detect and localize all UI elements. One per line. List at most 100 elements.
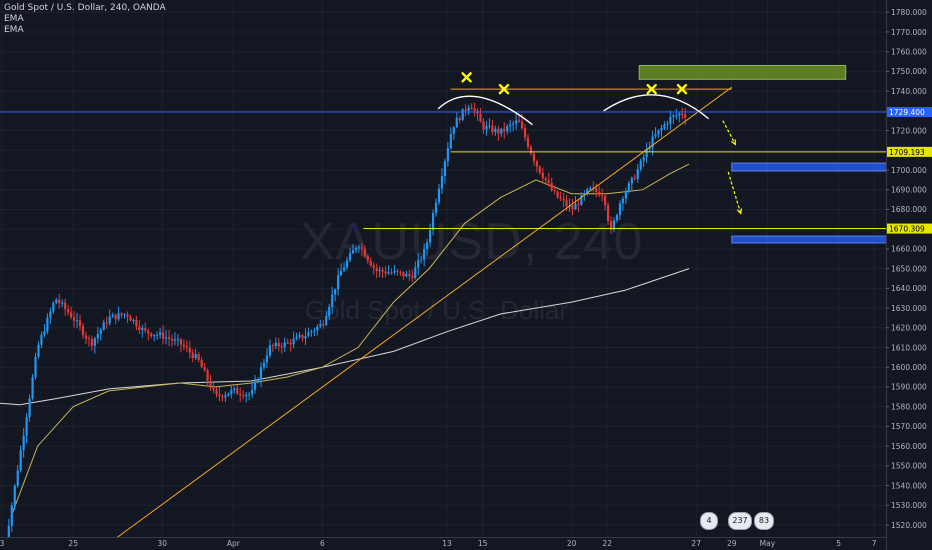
event-badge[interactable]: 4	[700, 512, 718, 530]
candle-body	[678, 113, 681, 116]
event-badge[interactable]: 83	[754, 512, 774, 530]
candle-body	[337, 275, 340, 290]
candle-body	[443, 161, 447, 177]
peak-marker	[646, 83, 657, 95]
candle-body	[7, 525, 10, 543]
candle-body	[304, 336, 307, 339]
candle-body	[684, 114, 687, 118]
y-tick-label: 1720.000	[891, 126, 927, 135]
candle-body	[150, 333, 153, 337]
projection-arrowhead	[730, 139, 737, 146]
candle-body	[108, 316, 111, 324]
y-tick-label: 1630.000	[891, 304, 927, 313]
candle-body	[147, 330, 150, 334]
candle-body	[345, 260, 349, 268]
candle-body	[351, 250, 355, 254]
candle-body	[464, 109, 467, 111]
candle-body	[61, 302, 64, 304]
x-tick-label: Apr	[227, 539, 241, 548]
candle-body	[399, 271, 402, 273]
candle-body	[506, 126, 509, 132]
candle-body	[348, 253, 352, 261]
y-tick-label: 1700.000	[891, 166, 927, 175]
candle-body	[523, 128, 527, 138]
candle-body	[37, 344, 40, 357]
candle-body	[170, 338, 174, 341]
candle-body	[167, 337, 171, 339]
candle-body	[84, 335, 88, 339]
candle-body	[606, 205, 610, 221]
candle-body	[325, 316, 328, 325]
x-tick-label: 30	[157, 539, 167, 548]
x-tick-label: 27	[691, 539, 701, 548]
candle-body	[461, 109, 464, 121]
event-badge[interactable]: 237	[728, 512, 752, 530]
candle-body	[437, 188, 441, 203]
candle-body	[182, 344, 185, 347]
candle-body	[90, 338, 93, 346]
candle-body	[239, 393, 242, 395]
candle-body	[70, 312, 73, 318]
y-tick-label: 1560.000	[891, 442, 927, 451]
candle-body	[81, 326, 85, 336]
candle-body	[408, 273, 411, 277]
candle-body	[366, 256, 369, 261]
x-tick-label: May	[760, 539, 776, 548]
candle-body	[49, 311, 52, 318]
candle-body	[654, 134, 657, 137]
candle-body	[111, 314, 114, 317]
candle-body	[354, 248, 358, 251]
candle-body	[253, 381, 257, 390]
candle-body	[173, 339, 177, 341]
candle-body	[580, 195, 583, 205]
candle-body	[194, 354, 197, 358]
candle-body	[212, 388, 215, 390]
candle-body	[452, 127, 455, 134]
candle-body	[25, 417, 28, 436]
candle-body	[236, 388, 239, 394]
candle-body	[102, 322, 105, 330]
y-tick-label: 1520.000	[891, 521, 927, 530]
candle-body	[571, 205, 574, 210]
candle-body	[99, 329, 102, 335]
candle-body	[188, 347, 191, 353]
candle-body	[209, 380, 212, 389]
candle-body	[612, 220, 616, 230]
candle-body	[31, 377, 34, 399]
candle-body	[494, 128, 497, 133]
x-tick-label: 7	[872, 539, 877, 548]
candle-body	[197, 354, 200, 360]
candle-body	[292, 338, 295, 345]
candle-body	[375, 267, 378, 271]
candle-body	[621, 198, 625, 204]
candle-body	[319, 324, 322, 327]
candle-body	[497, 128, 500, 134]
candle-body	[87, 338, 91, 340]
y-tick-label: 1680.000	[891, 205, 927, 214]
candle-body	[242, 394, 245, 397]
candle-body	[19, 450, 22, 471]
chart-legend: Gold Spot / U.S. Dollar, 240, OANDA EMA …	[4, 3, 166, 36]
candle-body	[583, 193, 586, 196]
candle-body	[577, 203, 580, 205]
candle-body	[378, 269, 381, 271]
shoulder-arc	[603, 94, 710, 120]
indicator-ema-fast[interactable]: EMA	[4, 14, 24, 24]
candle-body	[449, 133, 452, 149]
indicator-ema-slow[interactable]: EMA	[4, 25, 24, 35]
candle-body	[520, 121, 524, 129]
y-tick-label: 1550.000	[891, 462, 927, 471]
x-tick-label: 29	[727, 539, 737, 548]
ascending-trendline	[99, 86, 733, 550]
symbol-title[interactable]: Gold Spot / U.S. Dollar, 240, OANDA	[4, 3, 166, 13]
candle-body	[396, 270, 399, 272]
candle-body	[75, 320, 79, 322]
y-tick-label: 1620.000	[891, 324, 927, 333]
candle-body	[440, 176, 444, 189]
candle-body	[420, 259, 423, 261]
candle-body	[405, 273, 408, 277]
candle-body	[434, 202, 438, 214]
price-label-bg	[887, 146, 932, 157]
